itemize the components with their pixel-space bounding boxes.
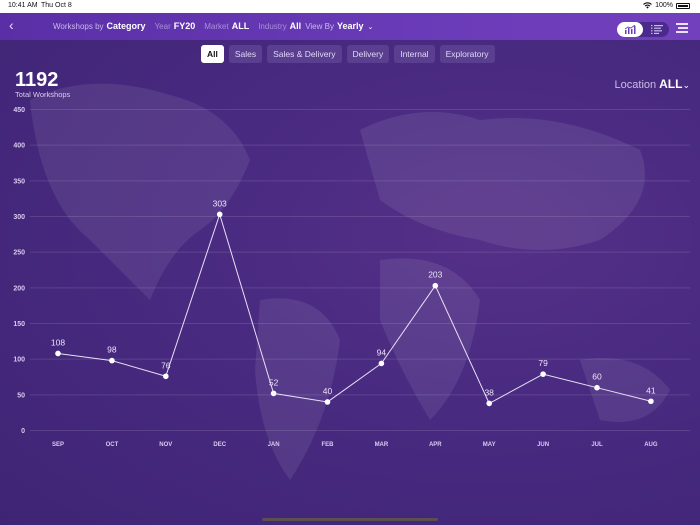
filter-label-market: Market <box>204 22 229 31</box>
y-tick-label: 50 <box>17 392 25 399</box>
filter-label-year: Year <box>154 22 171 31</box>
x-tick-label: MAY <box>483 442 496 448</box>
data-point[interactable] <box>540 371 546 377</box>
tab-internal[interactable]: Internal <box>394 45 435 63</box>
tab-all[interactable]: All <box>201 45 224 63</box>
filter-label-industry: Industry <box>258 22 287 31</box>
data-point[interactable] <box>324 399 331 405</box>
x-tick-label: DEC <box>213 442 226 448</box>
x-tick-label: JUN <box>537 442 549 448</box>
y-tick-label: 250 <box>13 250 25 257</box>
data-point[interactable] <box>109 357 115 364</box>
category-tabs: All Sales Sales & Delivery Delivery Inte… <box>201 45 495 63</box>
x-tick-label: APR <box>429 442 442 448</box>
x-tick-label: OCT <box>106 442 119 448</box>
battery-percent: 100% <box>655 2 673 9</box>
wifi-icon <box>643 2 652 9</box>
filter-value-market[interactable]: ALL <box>231 21 250 31</box>
list-view-button[interactable] <box>645 22 669 37</box>
y-tick-label: 150 <box>13 321 25 328</box>
filter-label-category: Workshops by <box>53 22 104 31</box>
battery-icon <box>676 2 690 9</box>
tab-sales[interactable]: Sales <box>228 45 263 63</box>
hamburger-menu-icon[interactable] <box>676 23 688 33</box>
chevron-down-icon: ⌄ <box>682 80 690 90</box>
back-button[interactable]: ‹ <box>9 17 14 33</box>
line-chart: 0 50 100 150 200 250 300 350 400 450 SEP OCT NOV DEC J… <box>13 107 690 448</box>
location-filter[interactable]: Location ALL⌄ <box>615 77 690 91</box>
data-point[interactable] <box>594 384 600 391</box>
view-toggle[interactable] <box>617 22 669 37</box>
y-tick-label: 400 <box>13 143 25 150</box>
filter-value-viewby[interactable]: Yearly <box>336 21 364 31</box>
x-tick-label: JUL <box>591 442 603 448</box>
y-tick-label: 100 <box>13 357 25 364</box>
data-label: 60 <box>592 372 602 382</box>
data-point[interactable] <box>648 398 654 405</box>
chart-view-button[interactable] <box>617 22 643 37</box>
tab-sales-delivery[interactable]: Sales & Delivery <box>267 45 342 63</box>
y-tick-label: 350 <box>13 178 25 185</box>
total-workshops-label: Total Workshops <box>15 90 71 99</box>
tab-delivery[interactable]: Delivery <box>346 45 390 63</box>
status-right: 100% <box>643 2 690 9</box>
filter-label-viewby: View By <box>305 22 334 31</box>
data-label: 94 <box>377 347 387 357</box>
tab-exploratory[interactable]: Exploratory <box>439 45 495 63</box>
data-label: 52 <box>269 377 279 387</box>
status-time: 10:41 AM <box>8 2 38 9</box>
main-content: All Sales Sales & Delivery Delivery Inte… <box>0 40 700 525</box>
x-tick-label: MAR <box>375 442 389 448</box>
data-label: 79 <box>538 358 548 368</box>
x-tick-label: AUG <box>644 442 658 448</box>
x-tick-label: SEP <box>52 442 64 448</box>
data-label: 38 <box>484 387 494 397</box>
data-point[interactable] <box>432 282 439 289</box>
header-filters: Workshops by Category Year FY20 Market A… <box>53 21 373 31</box>
y-tick-label: 450 <box>13 107 25 114</box>
data-point[interactable] <box>163 373 169 380</box>
data-label: 108 <box>51 337 65 347</box>
data-point[interactable] <box>378 360 385 367</box>
data-label: 41 <box>646 385 656 395</box>
x-tick-label: FEB <box>322 442 335 448</box>
data-label: 76 <box>161 360 171 370</box>
total-workshops-value: 1192 <box>15 69 59 91</box>
chevron-down-icon[interactable]: ⌄ <box>367 24 374 31</box>
status-bar: 10:41 AM Thu Oct 8 100% <box>0 0 700 13</box>
bar-chart-icon <box>624 25 636 34</box>
filter-value-category[interactable]: Category <box>106 21 146 31</box>
home-indicator <box>262 518 438 521</box>
data-point[interactable] <box>486 400 493 407</box>
filter-value-industry[interactable]: All <box>289 21 302 31</box>
filter-value-year[interactable]: FY20 <box>173 21 196 31</box>
list-icon <box>651 25 663 34</box>
data-line <box>57 212 652 405</box>
status-date: Thu Oct 8 <box>41 2 72 9</box>
data-label: 203 <box>428 270 442 280</box>
y-tick-label: 300 <box>13 214 25 221</box>
y-tick-label: 200 <box>13 285 25 292</box>
data-label: 303 <box>213 198 227 208</box>
data-point[interactable] <box>216 211 223 218</box>
location-value: ALL <box>659 77 683 91</box>
data-point[interactable] <box>55 350 61 357</box>
x-tick-label: NOV <box>159 442 172 448</box>
header-bar: ‹ Workshops by Category Year FY20 Market… <box>0 13 700 40</box>
world-map-background <box>30 83 670 480</box>
data-label: 98 <box>107 345 117 355</box>
y-tick-label: 0 <box>21 428 25 435</box>
location-label: Location <box>614 79 657 91</box>
x-tick-label: JAN <box>268 442 280 448</box>
data-label: 40 <box>323 386 333 396</box>
data-point[interactable] <box>270 390 277 397</box>
